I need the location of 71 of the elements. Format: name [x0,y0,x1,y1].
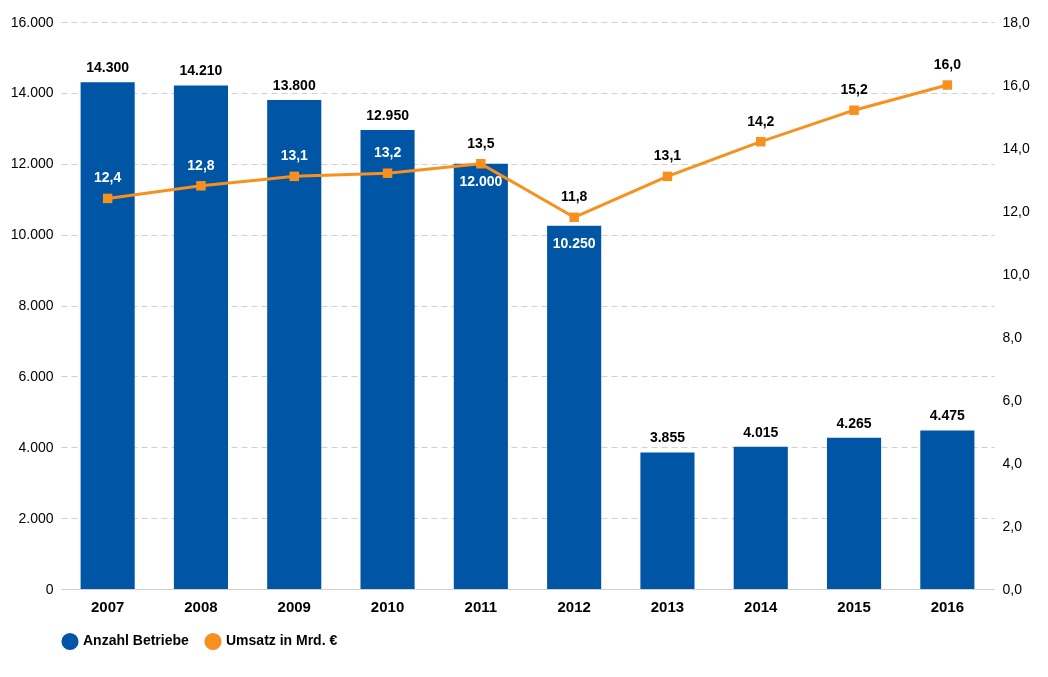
point [569,212,579,223]
y-tick-label: 8.000 [18,297,54,313]
data-label: 3.855 [649,429,686,446]
bar [826,437,882,589]
data-label: 13,1 [653,147,682,164]
data-label: 14,2 [747,112,775,129]
y-tick-label: 6.000 [18,367,54,384]
data-label: 12.000 [459,172,503,189]
data-label: 16,0 [933,56,962,72]
x-tick-label: 2009 [277,597,311,615]
bar [640,452,695,589]
bar [920,430,975,589]
data-label: 4.265 [836,414,872,431]
y2-tick-label: 10,0 [1002,265,1030,282]
data-label: 15,2 [840,81,868,98]
data-label: 4.015 [743,423,779,440]
point [102,193,113,204]
y2-tick-label: 6,0 [1002,391,1023,408]
y2-tick-label: 14,0 [1002,139,1030,156]
data-label: 13.800 [272,76,316,93]
data-label: 11,8 [560,188,588,205]
point [476,159,486,169]
point [942,80,953,90]
data-label: 4.475 [929,407,966,424]
x-tick-label: 2008 [184,597,218,615]
y-tick-label: 14.000 [10,84,54,101]
y2-tick-label: 12,0 [1002,202,1030,219]
bar [733,446,788,589]
bar [360,130,415,589]
bar [267,99,322,589]
x-tick-label: 2010 [370,597,405,615]
data-label: 13,2 [373,144,402,161]
point [196,181,206,191]
bar [453,163,508,589]
x-tick-label: 2007 [90,597,125,615]
y2-tick-label: 18,0 [1002,13,1030,30]
x-tick-label: 2015 [837,597,871,615]
x-tick-label: 2014 [744,597,779,615]
y-tick-label: 2.000 [18,509,54,526]
legend-label: Umsatz in Mrd. € [226,632,338,649]
y2-tick-label: 16,0 [1002,76,1030,93]
legend-label: Anzahl Betriebe [83,632,190,649]
data-label: 14.210 [179,62,223,79]
data-label: 12,4 [94,169,122,186]
y2-tick-label: 0,0 [1002,580,1023,597]
data-label: 13,5 [467,134,495,151]
x-tick-label: 2012 [557,597,591,615]
y2-tick-label: 4,0 [1002,454,1023,471]
y2-tick-label: 2,0 [1002,517,1023,534]
data-label: 12,8 [187,156,215,173]
data-label: 12.950 [366,107,410,124]
point [289,171,299,182]
y-tick-label: 0 [45,580,54,597]
y-tick-label: 10.000 [10,226,54,243]
data-label: 13,1 [280,147,309,164]
data-label: 14.300 [86,59,130,76]
bar [173,85,229,589]
data-label: 10.250 [552,234,596,251]
y-tick-label: 12.000 [10,155,54,172]
x-tick-label: 2013 [650,597,685,615]
point [756,136,766,147]
point [849,105,859,115]
x-tick-label: 2016 [930,597,965,615]
x-tick-label: 2011 [464,597,498,615]
bar [547,225,602,589]
y-tick-label: 4.000 [18,438,54,455]
bar [80,82,135,589]
y-tick-label: 16.000 [10,13,54,30]
y2-tick-label: 8,0 [1002,328,1023,345]
point [382,168,393,178]
point [662,171,673,182]
